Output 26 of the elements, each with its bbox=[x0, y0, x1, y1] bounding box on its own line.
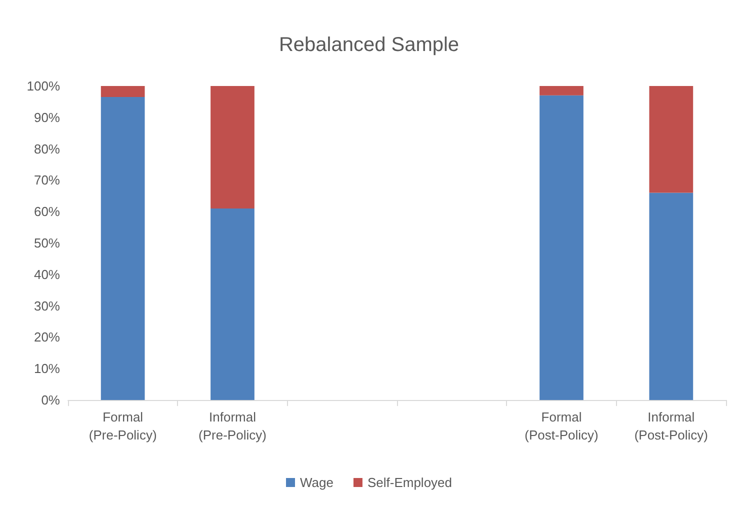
x-tick-label: Informal (Post-Policy) bbox=[634, 410, 708, 442]
y-tick-label: 20% bbox=[34, 330, 60, 345]
bar bbox=[649, 86, 694, 193]
legend-label: Wage bbox=[300, 475, 334, 490]
x-tick-label: Informal (Pre-Policy) bbox=[198, 410, 266, 442]
y-tick-label: 0% bbox=[41, 392, 60, 408]
y-tick-label: 50% bbox=[34, 236, 60, 250]
y-tick-label: 90% bbox=[34, 110, 60, 125]
bar bbox=[649, 192, 694, 400]
y-tick-label: 40% bbox=[34, 266, 60, 282]
y-tick-label: 30% bbox=[34, 298, 60, 314]
bar bbox=[100, 86, 145, 97]
x-tick-label: Formal (Post-Policy) bbox=[524, 410, 598, 442]
bar bbox=[540, 86, 584, 96]
x-tick-label: Formal (Pre-Policy) bbox=[88, 410, 157, 442]
y-tick-label: 80% bbox=[34, 141, 60, 156]
y-tick-label: 10% bbox=[34, 361, 60, 376]
y-tick-label: 60% bbox=[34, 204, 60, 220]
bar bbox=[210, 208, 254, 400]
y-tick-label: 100% bbox=[26, 78, 60, 94]
bar bbox=[540, 95, 584, 400]
bar bbox=[210, 86, 254, 208]
bar bbox=[100, 96, 145, 400]
legend-label: Self-Employed bbox=[367, 475, 452, 490]
chart-title: Rebalanced Sample bbox=[278, 34, 460, 56]
y-tick-label: 70% bbox=[34, 172, 60, 188]
